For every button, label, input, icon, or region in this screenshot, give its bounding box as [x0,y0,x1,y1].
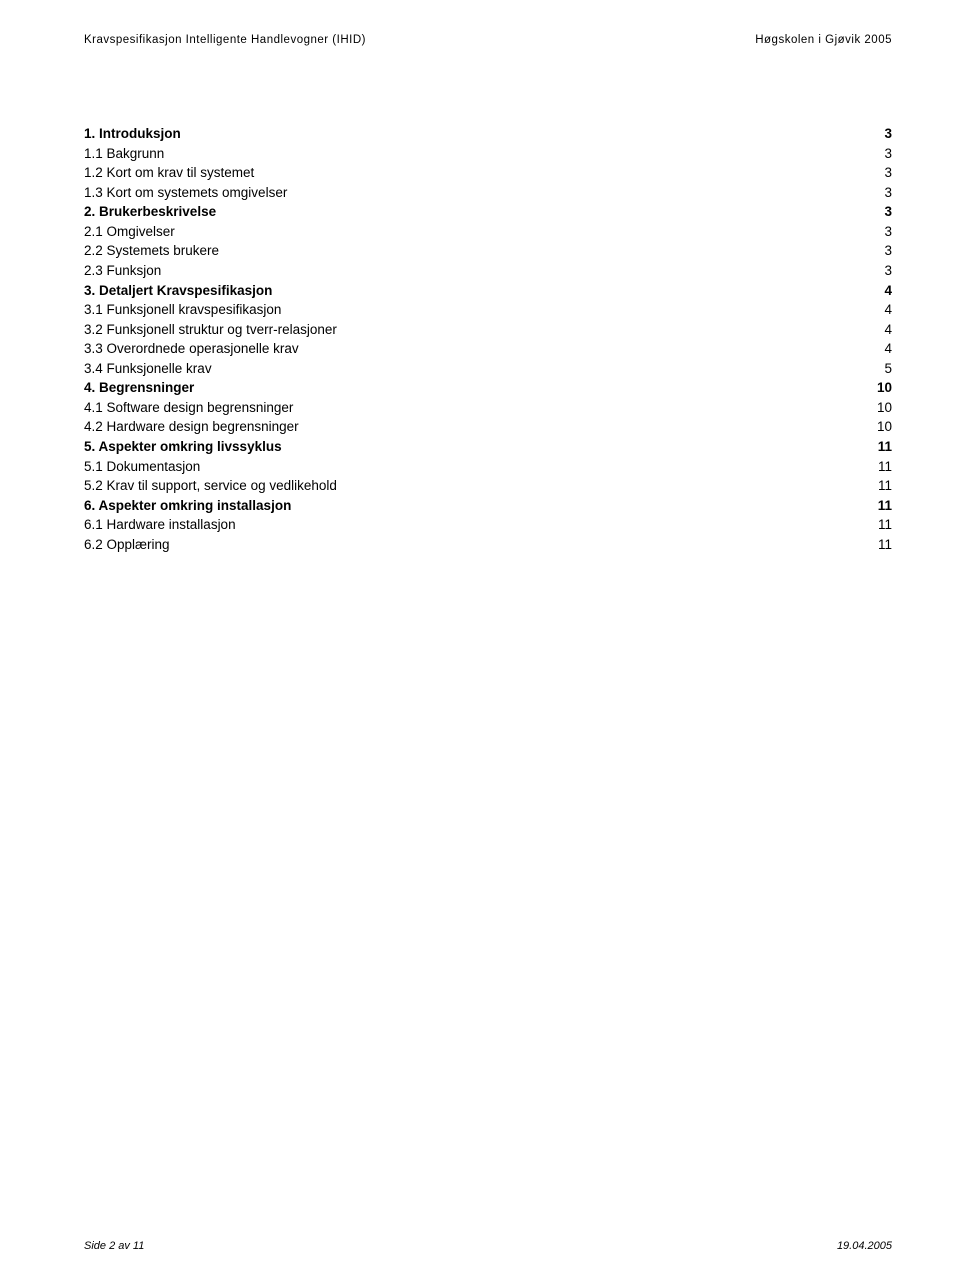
toc-entry-page: 3 [884,124,892,144]
toc-entry-label: 6.2 Opplæring [84,535,170,555]
toc-entry-page: 5 [884,359,892,379]
toc-entry-label: 2. Brukerbeskrivelse [84,202,216,222]
toc-entry-page: 10 [877,417,892,437]
toc-entry-page: 4 [884,281,892,301]
toc-entry-page: 4 [884,339,892,359]
toc-entry: 5.1 Dokumentasjon 11 [84,457,892,477]
toc-entry: 4. Begrensninger 10 [84,378,892,398]
toc-entry: 3. Detaljert Kravspesifikasjon 4 [84,281,892,301]
toc-entry-page: 11 [878,515,892,535]
toc-entry-page: 3 [884,144,892,164]
toc-entry-page: 10 [877,378,892,398]
toc-entry: 4.1 Software design begrensninger 10 [84,398,892,418]
toc-entry: 1. Introduksjon 3 [84,124,892,144]
toc-entry-page: 11 [878,496,892,516]
toc-entry-page: 3 [884,163,892,183]
toc-entry-label: 6.1 Hardware installasjon [84,515,236,535]
toc-entry-page: 11 [878,437,892,457]
toc-entry-label: 3. Detaljert Kravspesifikasjon [84,281,272,301]
toc-entry-page: 3 [884,222,892,242]
toc-entry-label: 5. Aspekter omkring livssyklus [84,437,282,457]
header-right: Høgskolen i Gjøvik 2005 [755,34,892,46]
toc-entry: 2.2 Systemets brukere 3 [84,241,892,261]
toc-entry: 2.1 Omgivelser 3 [84,222,892,242]
toc-entry-label: 3.3 Overordnede operasjonelle krav [84,339,299,359]
toc-entry-label: 2.1 Omgivelser [84,222,175,242]
toc-entry-page: 3 [884,202,892,222]
toc-entry-page: 3 [884,261,892,281]
toc-entry: 2.3 Funksjon 3 [84,261,892,281]
toc-entry-label: 5.1 Dokumentasjon [84,457,200,477]
toc-entry-page: 4 [884,300,892,320]
toc-entry: 6.1 Hardware installasjon 11 [84,515,892,535]
toc-entry: 1.3 Kort om systemets omgivelser 3 [84,183,892,203]
page-container: Kravspesifikasjon Intelligente Handlevog… [0,0,960,1286]
toc-entry-label: 4.2 Hardware design begrensninger [84,417,299,437]
toc-entry-label: 1. Introduksjon [84,124,181,144]
toc-entry: 6.2 Opplæring 11 [84,535,892,555]
toc-entry-label: 3.1 Funksjonell kravspesifikasjon [84,300,281,320]
toc-entry-label: 1.3 Kort om systemets omgivelser [84,183,287,203]
toc-entry-page: 11 [878,476,892,496]
toc-entry-page: 11 [878,535,892,555]
toc-entry: 1.1 Bakgrunn 3 [84,144,892,164]
toc-entry-label: 1.2 Kort om krav til systemet [84,163,254,183]
table-of-contents: 1. Introduksjon 31.1 Bakgrunn 31.2 Kort … [84,124,892,554]
toc-entry: 3.4 Funksjonelle krav 5 [84,359,892,379]
toc-entry-label: 2.3 Funksjon [84,261,161,281]
page-header: Kravspesifikasjon Intelligente Handlevog… [84,34,892,46]
footer-right: 19.04.2005 [837,1240,892,1252]
toc-entry: 1.2 Kort om krav til systemet 3 [84,163,892,183]
toc-entry-label: 1.1 Bakgrunn [84,144,164,164]
footer-left: Side 2 av 11 [84,1240,144,1252]
toc-entry: 5. Aspekter omkring livssyklus 11 [84,437,892,457]
toc-entry: 3.2 Funksjonell struktur og tverr-relasj… [84,320,892,340]
toc-entry: 4.2 Hardware design begrensninger 10 [84,417,892,437]
toc-entry-label: 2.2 Systemets brukere [84,241,219,261]
toc-entry-page: 4 [884,320,892,340]
toc-entry-page: 11 [878,457,892,477]
toc-entry-page: 10 [877,398,892,418]
toc-entry: 2. Brukerbeskrivelse 3 [84,202,892,222]
toc-entry-label: 5.2 Krav til support, service og vedlike… [84,476,337,496]
page-footer: Side 2 av 11 19.04.2005 [84,1240,892,1252]
toc-entry: 3.3 Overordnede operasjonelle krav 4 [84,339,892,359]
toc-entry-page: 3 [884,241,892,261]
header-left: Kravspesifikasjon Intelligente Handlevog… [84,34,366,46]
toc-entry-label: 4.1 Software design begrensninger [84,398,293,418]
toc-entry-label: 6. Aspekter omkring installasjon [84,496,291,516]
toc-entry-label: 3.4 Funksjonelle krav [84,359,212,379]
toc-entry-page: 3 [884,183,892,203]
toc-entry: 5.2 Krav til support, service og vedlike… [84,476,892,496]
toc-entry: 3.1 Funksjonell kravspesifikasjon 4 [84,300,892,320]
toc-entry-label: 3.2 Funksjonell struktur og tverr-relasj… [84,320,337,340]
toc-entry-label: 4. Begrensninger [84,378,194,398]
toc-entry: 6. Aspekter omkring installasjon 11 [84,496,892,516]
